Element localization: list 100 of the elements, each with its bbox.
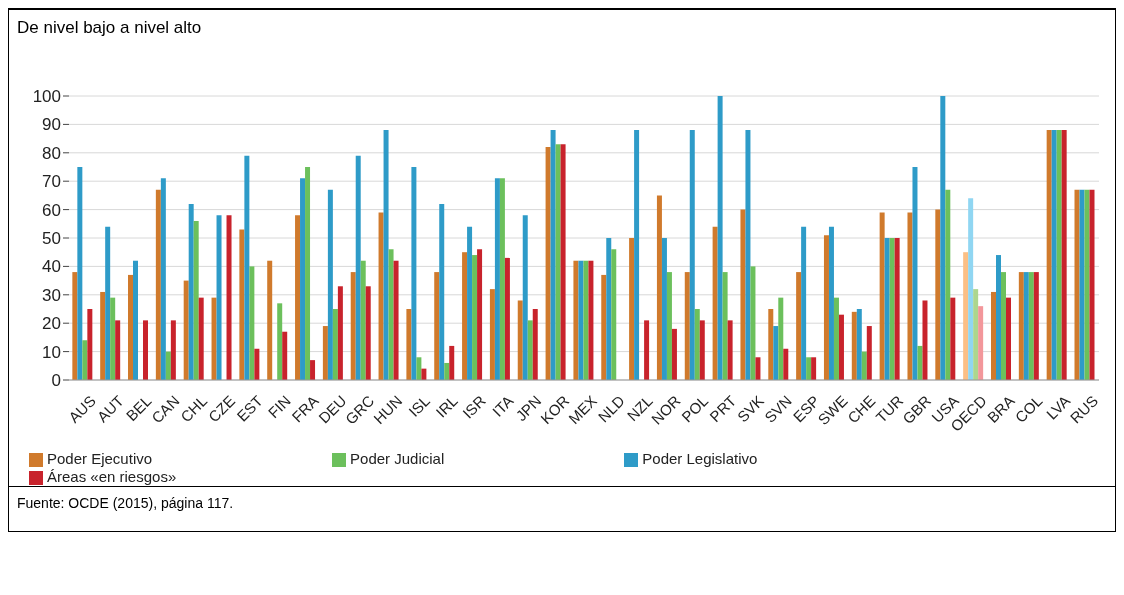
bar <box>72 272 78 380</box>
bar <box>350 272 356 380</box>
bar <box>1033 272 1039 380</box>
bar <box>1018 272 1024 380</box>
bar <box>995 255 1001 380</box>
y-tick-label: 60 <box>42 200 61 220</box>
bar <box>740 209 746 380</box>
bar <box>722 272 728 380</box>
bar <box>555 144 561 380</box>
legend-label: Áreas «en riesgos» <box>47 468 177 485</box>
bar <box>973 289 979 380</box>
bar <box>183 280 189 380</box>
bar <box>1051 130 1057 380</box>
bar <box>1028 272 1034 380</box>
bar <box>239 229 245 380</box>
source-note: Fuente: OCDE (2015), página 117. <box>17 495 235 511</box>
bar <box>884 238 890 380</box>
bar <box>355 155 361 380</box>
bar <box>322 326 328 380</box>
bar <box>573 260 579 380</box>
bar <box>128 274 134 380</box>
bar <box>1005 297 1011 380</box>
bar <box>267 260 273 380</box>
bar <box>254 348 260 380</box>
bar <box>300 178 306 380</box>
bar <box>940 96 946 380</box>
bar <box>945 189 951 380</box>
bar <box>684 272 690 380</box>
bar <box>489 289 495 380</box>
bar <box>406 309 412 380</box>
bar <box>912 167 918 380</box>
bar <box>1079 189 1085 380</box>
x-tick-label: ISR <box>458 391 489 422</box>
bar <box>170 320 176 380</box>
bar <box>449 345 455 380</box>
bar <box>935 209 941 380</box>
bar <box>211 297 217 380</box>
bar <box>160 178 166 380</box>
bar <box>801 226 807 380</box>
bar <box>606 238 612 380</box>
bar <box>504 257 510 380</box>
bar <box>1074 189 1080 380</box>
bar <box>611 249 617 380</box>
y-tick-label: 30 <box>42 285 61 305</box>
bar <box>666 272 672 380</box>
bar <box>332 309 338 380</box>
y-tick-label: 0 <box>51 371 61 391</box>
bar <box>155 189 161 380</box>
y-tick-label: 40 <box>42 257 61 277</box>
bar <box>545 147 551 380</box>
bar <box>305 167 311 380</box>
bar <box>462 252 468 380</box>
bar <box>717 96 723 380</box>
bar <box>601 274 607 380</box>
bar <box>907 212 913 380</box>
bar <box>378 212 384 380</box>
bar <box>755 357 761 380</box>
bar <box>588 260 594 380</box>
bar <box>578 260 584 380</box>
bar <box>244 155 250 380</box>
bar <box>712 226 718 380</box>
bar <box>768 309 774 380</box>
bar <box>950 297 956 380</box>
bar <box>472 255 478 380</box>
bar <box>388 249 394 380</box>
bar <box>393 260 399 380</box>
x-tick-label: ISL <box>405 392 434 420</box>
bar <box>694 309 700 380</box>
bar <box>82 340 88 380</box>
bar <box>828 226 834 380</box>
bar <box>879 212 885 380</box>
bar <box>671 328 677 380</box>
chart-title: De nivel bajo a nivel alto <box>9 9 1115 46</box>
bar <box>143 320 149 380</box>
bar <box>796 272 802 380</box>
bar <box>517 300 523 380</box>
x-tick-label: IRL <box>432 392 461 421</box>
bar <box>811 357 817 380</box>
bar <box>1046 130 1052 380</box>
bar <box>527 320 533 380</box>
bar <box>838 314 844 380</box>
bar <box>133 260 139 380</box>
bar <box>806 357 812 380</box>
bar <box>629 238 635 380</box>
bar <box>689 130 695 380</box>
bar <box>634 130 640 380</box>
y-tick-label: 80 <box>42 143 61 163</box>
bar <box>990 291 996 380</box>
bar <box>188 203 194 380</box>
bar <box>499 178 505 380</box>
bar <box>745 130 751 380</box>
y-tick-label: 70 <box>42 172 61 192</box>
bar <box>193 220 199 380</box>
y-tick-label: 100 <box>32 87 61 107</box>
x-tick-label: ITA <box>488 392 517 420</box>
bar <box>968 198 974 380</box>
bar <box>295 215 301 380</box>
bar <box>750 266 756 380</box>
y-tick-label: 20 <box>42 314 61 334</box>
bar <box>100 291 106 380</box>
